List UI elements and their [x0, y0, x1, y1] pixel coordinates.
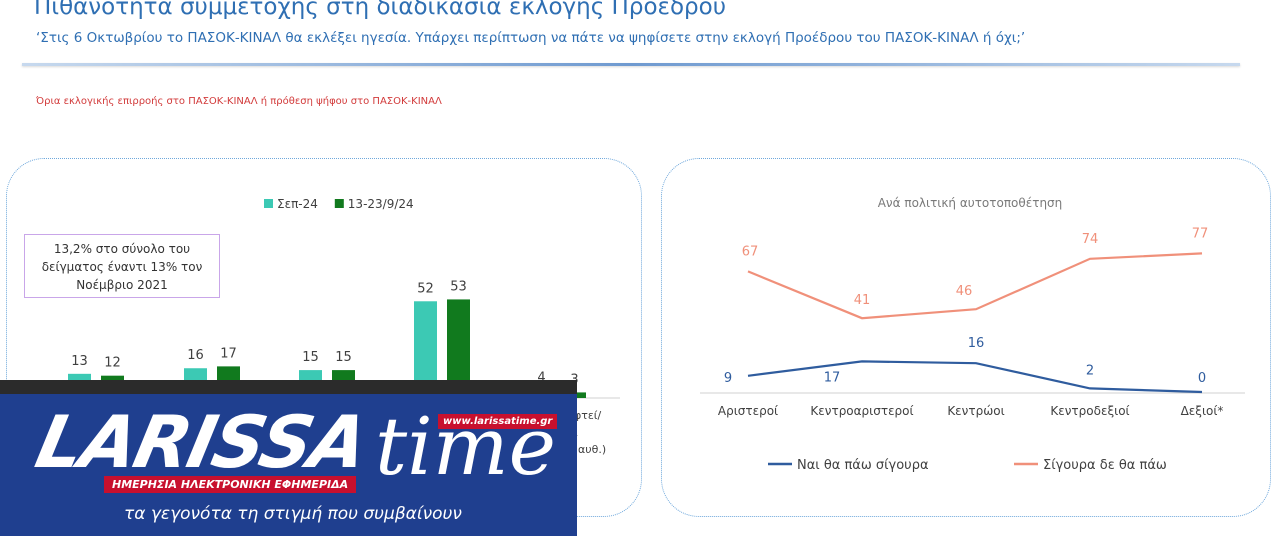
logo-top-strip — [0, 380, 577, 394]
bar-label-0-4: 4 — [537, 371, 545, 386]
line-label-0-1: 17 — [824, 370, 841, 385]
legend-label-0: Σεπ-24 — [277, 197, 318, 211]
bar-chart-annotation: 13,2% στο σύνολο του δείγματος έναντι 13… — [24, 234, 220, 298]
line-category-4: Δεξιοί* — [1181, 404, 1224, 418]
logo-tagline: ΗΜΕΡΗΣΙΑ ΗΛΕΚΤΡΟΝΙΚΗ ΕΦΗΜΕΡΙΔΑ — [104, 476, 357, 493]
bar-label-0-0: 13 — [71, 354, 88, 369]
line-category-2: Κεντρώοι — [947, 404, 1004, 418]
line-series-0 — [747, 360, 1203, 394]
source-note: Όρια εκλογικής επιρροής στο ΠΑΣΟΚ-ΚΙΝΑΛ … — [36, 96, 442, 107]
page-subtitle: ‘Στις 6 Οκτωβρίου το ΠΑΣΟΚ-ΚΙΝΑΛ θα εκλέ… — [36, 30, 1026, 46]
line-legend-label-0: Ναι θα πάω σίγουρα — [797, 458, 929, 473]
logo-slogan: τα γεγονότα τη στιγμή που συμβαίνουν — [124, 504, 462, 524]
line-legend-label-1: Σίγουρα δε θα πάω — [1043, 458, 1167, 473]
header-divider — [22, 63, 1240, 66]
line-category-0: Αριστεροί — [718, 404, 778, 418]
bar-label-0-3: 52 — [417, 281, 434, 296]
bar-label-1-0: 12 — [104, 356, 121, 371]
page-title: Πιθανότητα συμμετοχής στη διαδικασία εκλ… — [34, 0, 726, 20]
bar-1-3 — [447, 299, 470, 398]
line-label-0-0: 9 — [724, 371, 732, 386]
legend-swatch-1 — [334, 199, 344, 208]
line-chart-panel — [661, 158, 1271, 517]
line-chart-title: Ανά πολιτική αυτοτοποθέτηση — [878, 196, 1063, 210]
legend-label-1: 13-23/9/24 — [348, 197, 414, 211]
legend-swatch-0 — [264, 199, 273, 208]
annotation-line-1: 13,2% στο σύνολο του — [53, 242, 191, 256]
bar-label-1-1: 17 — [220, 346, 237, 361]
line-label-0-2: 16 — [968, 336, 985, 351]
logo-url: www.larissatime.gr — [438, 414, 558, 429]
line-label-0-3: 2 — [1086, 363, 1094, 378]
bar-label-0-2: 15 — [302, 350, 319, 365]
line-category-3: Κεντροδεξιοί — [1050, 404, 1129, 418]
bar-0-3 — [414, 301, 437, 398]
annotation-line-3: Νοέμβριο 2021 — [76, 278, 168, 292]
line-label-1-2: 46 — [956, 284, 973, 299]
bar-label-1-4: 3 — [570, 372, 578, 387]
line-label-1-1: 41 — [854, 293, 871, 308]
line-label-1-3: 74 — [1082, 232, 1099, 247]
bar-label-0-1: 16 — [187, 348, 204, 363]
bar-label-1-3: 53 — [450, 279, 467, 294]
line-series-1 — [747, 252, 1203, 320]
line-label-1-0: 67 — [742, 244, 759, 259]
annotation-line-2: δείγματος έναντι 13% τον — [41, 260, 203, 274]
line-category-1: Κεντροαριστεροί — [810, 404, 913, 418]
line-label-0-4: 0 — [1198, 371, 1206, 386]
larissatime-logo-banner: LARISSA time www.larissatime.gr ΗΜΕΡΗΣΙΑ… — [0, 380, 577, 536]
line-label-1-4: 77 — [1192, 226, 1209, 241]
logo-wordmark: LARISSA — [29, 400, 374, 484]
bar-label-1-2: 15 — [335, 350, 352, 365]
bar-category-fragment-2: αυθ.) — [578, 443, 606, 456]
